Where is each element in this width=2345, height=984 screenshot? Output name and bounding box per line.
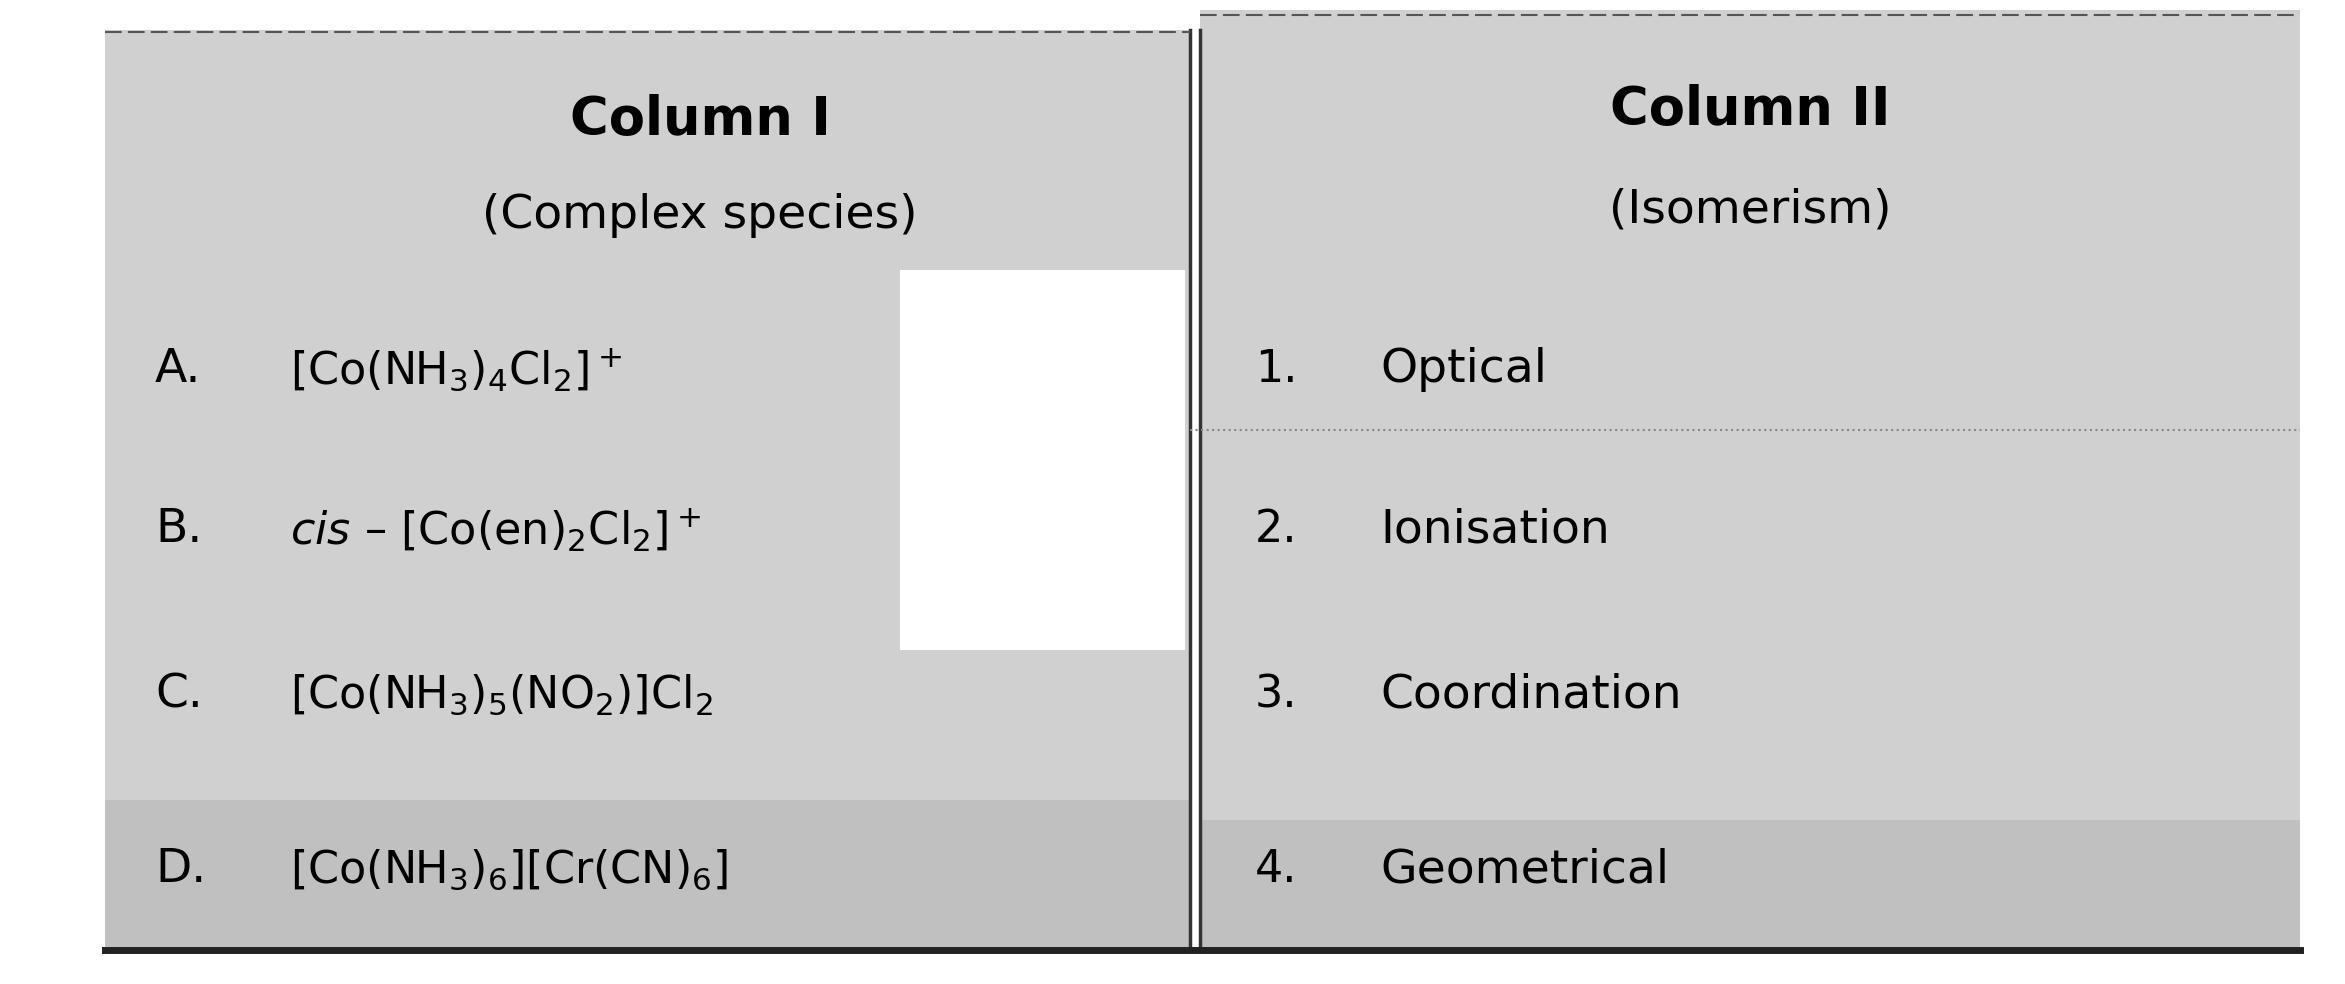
Text: [Co(NH$_3$)$_5$(NO$_2$)]Cl$_2$: [Co(NH$_3$)$_5$(NO$_2$)]Cl$_2$ (291, 673, 713, 717)
Text: 4.: 4. (1255, 848, 1297, 892)
Text: Optical: Optical (1379, 347, 1548, 393)
Bar (106, 30, 1189, 950)
Text: (Complex species): (Complex species) (483, 193, 917, 237)
Text: Column II: Column II (1609, 84, 1890, 136)
Text: Column I: Column I (570, 94, 830, 146)
Text: (Isomerism): (Isomerism) (1609, 188, 1892, 232)
Text: Geometrical: Geometrical (1379, 847, 1670, 892)
Bar (1201, 10, 2300, 950)
Bar (900, 270, 1184, 650)
Text: 1.: 1. (1255, 348, 1297, 392)
Text: B.: B. (155, 508, 202, 552)
Text: [Co(NH$_3$)$_6$][Cr(CN)$_6$]: [Co(NH$_3$)$_6$][Cr(CN)$_6$] (291, 848, 729, 892)
Text: Ionisation: Ionisation (1379, 508, 1609, 552)
Text: C.: C. (155, 672, 204, 717)
Text: Coordination: Coordination (1379, 672, 1681, 717)
Text: $cis$ – [Co(en)$_2$Cl$_2$]$^+$: $cis$ – [Co(en)$_2$Cl$_2$]$^+$ (291, 506, 701, 554)
Text: D.: D. (155, 847, 206, 892)
Bar (106, 800, 1189, 950)
Text: 3.: 3. (1255, 673, 1297, 716)
Text: [Co(NH$_3$)$_4$Cl$_2$]$^+$: [Co(NH$_3$)$_4$Cl$_2$]$^+$ (291, 346, 621, 394)
Text: 2.: 2. (1255, 509, 1297, 551)
Bar (1201, 820, 2300, 950)
Text: A.: A. (155, 347, 202, 393)
